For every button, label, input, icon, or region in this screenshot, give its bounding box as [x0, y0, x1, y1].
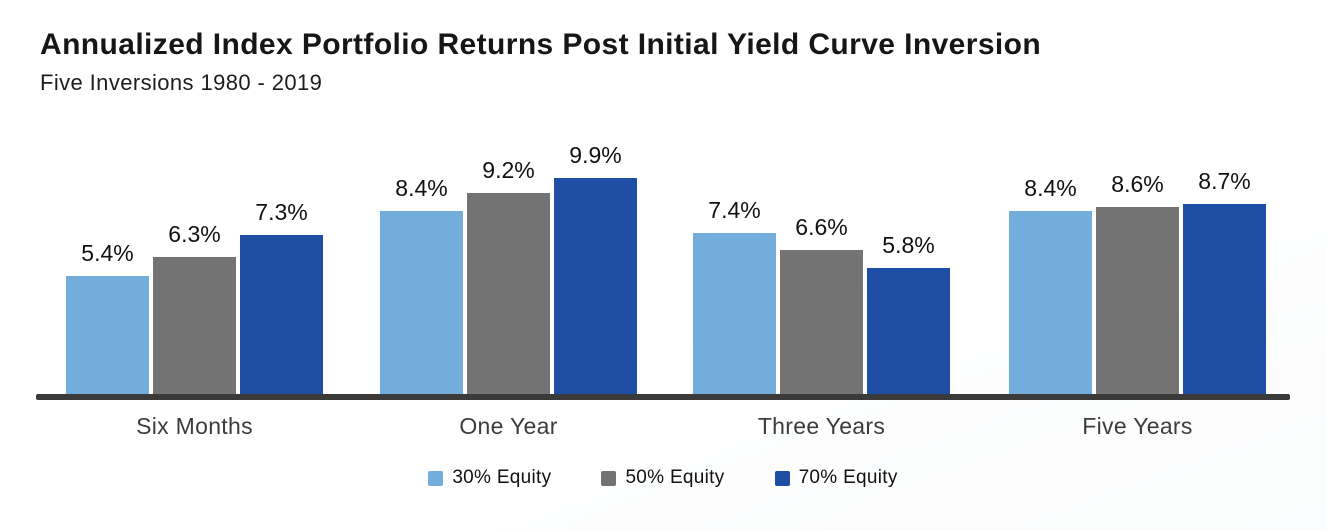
legend-item: 70% Equity [774, 467, 898, 489]
bar [467, 193, 550, 394]
bar-value-label: 9.9% [569, 142, 622, 168]
bar-value-label: 6.6% [795, 214, 848, 240]
bar [153, 257, 236, 394]
bar-value-label: 7.4% [708, 197, 761, 223]
x-axis-label: Six Months [136, 413, 253, 439]
legend-label: 70% Equity [798, 467, 898, 488]
bar-value-label: 8.7% [1198, 168, 1251, 194]
legend-label: 30% Equity [452, 467, 552, 488]
legend: 30% Equity 50% Equity 70% Equity [0, 467, 1326, 489]
bar-value-label: 5.8% [882, 232, 935, 258]
bar-value-label: 8.6% [1111, 171, 1164, 197]
legend-swatch-icon [428, 470, 444, 486]
bar-value-label: 8.4% [1024, 175, 1077, 201]
bar-value-label: 8.4% [395, 175, 448, 201]
bar [780, 250, 863, 394]
bar [240, 235, 323, 394]
chart-subtitle: Five Inversions 1980 - 2019 [40, 70, 323, 95]
bar-group: 5.4% 6.3% 7.3% [66, 0, 323, 394]
legend-label: 50% Equity [625, 467, 725, 488]
bar [66, 276, 149, 394]
legend-item: 50% Equity [601, 467, 724, 489]
x-axis-label: Three Years [757, 413, 886, 439]
bar [1096, 207, 1179, 394]
x-axis-line [36, 394, 1290, 400]
bar [380, 211, 463, 394]
bar [867, 268, 950, 394]
bar-value-label: 6.3% [168, 221, 221, 247]
bar-group: 7.4% 6.6% 5.8% [693, 0, 950, 394]
bar-group: 8.4% 9.2% 9.9% [380, 0, 637, 394]
bar-value-label: 9.2% [482, 157, 535, 183]
bar [693, 233, 776, 394]
bar-value-label: 7.3% [255, 199, 308, 225]
legend-item: 30% Equity [428, 467, 551, 489]
bar [1009, 211, 1092, 394]
legend-swatch-icon [601, 470, 617, 486]
bar [1183, 204, 1266, 394]
bar-value-label: 5.4% [81, 240, 134, 266]
bar [554, 178, 637, 394]
chart-title: Annualized Index Portfolio Returns Post … [40, 28, 1042, 61]
x-axis-label: Five Years [1082, 413, 1193, 439]
x-axis-label: One Year [459, 413, 558, 439]
legend-swatch-icon [774, 470, 790, 486]
bar-group: 8.4% 8.6% 8.7% [1009, 0, 1266, 394]
